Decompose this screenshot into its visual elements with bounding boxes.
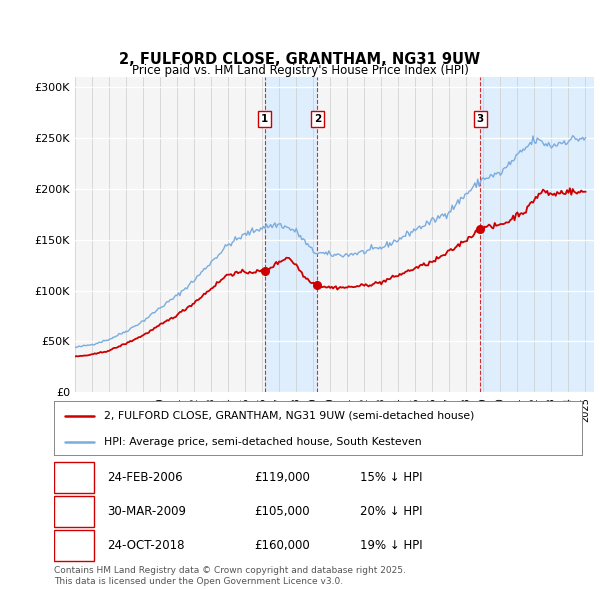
Text: Contains HM Land Registry data © Crown copyright and database right 2025.
This d: Contains HM Land Registry data © Crown c…	[54, 566, 406, 586]
FancyBboxPatch shape	[54, 463, 94, 493]
Text: Price paid vs. HM Land Registry's House Price Index (HPI): Price paid vs. HM Land Registry's House …	[131, 64, 469, 77]
Text: 2: 2	[314, 114, 321, 124]
Text: 24-OCT-2018: 24-OCT-2018	[107, 539, 184, 552]
Bar	[480, 77, 594, 392]
Text: 2, FULFORD CLOSE, GRANTHAM, NG31 9UW: 2, FULFORD CLOSE, GRANTHAM, NG31 9UW	[119, 51, 481, 67]
Text: 15% ↓ HPI: 15% ↓ HPI	[360, 471, 423, 484]
Text: £105,000: £105,000	[254, 505, 310, 519]
Text: £160,000: £160,000	[254, 539, 310, 552]
Text: 1: 1	[70, 471, 77, 484]
FancyBboxPatch shape	[54, 530, 94, 562]
Text: HPI: Average price, semi-detached house, South Kesteven: HPI: Average price, semi-detached house,…	[104, 437, 422, 447]
Text: £119,000: £119,000	[254, 471, 311, 484]
Text: 2: 2	[70, 505, 77, 519]
Bar	[265, 77, 317, 392]
Text: 2, FULFORD CLOSE, GRANTHAM, NG31 9UW (semi-detached house): 2, FULFORD CLOSE, GRANTHAM, NG31 9UW (se…	[104, 411, 475, 421]
Text: 30-MAR-2009: 30-MAR-2009	[107, 505, 186, 519]
Text: 3: 3	[70, 539, 77, 552]
Text: 24-FEB-2006: 24-FEB-2006	[107, 471, 182, 484]
Text: 1: 1	[261, 114, 268, 124]
Text: 3: 3	[476, 114, 484, 124]
FancyBboxPatch shape	[54, 496, 94, 527]
Text: 19% ↓ HPI: 19% ↓ HPI	[360, 539, 423, 552]
Text: 20% ↓ HPI: 20% ↓ HPI	[360, 505, 423, 519]
